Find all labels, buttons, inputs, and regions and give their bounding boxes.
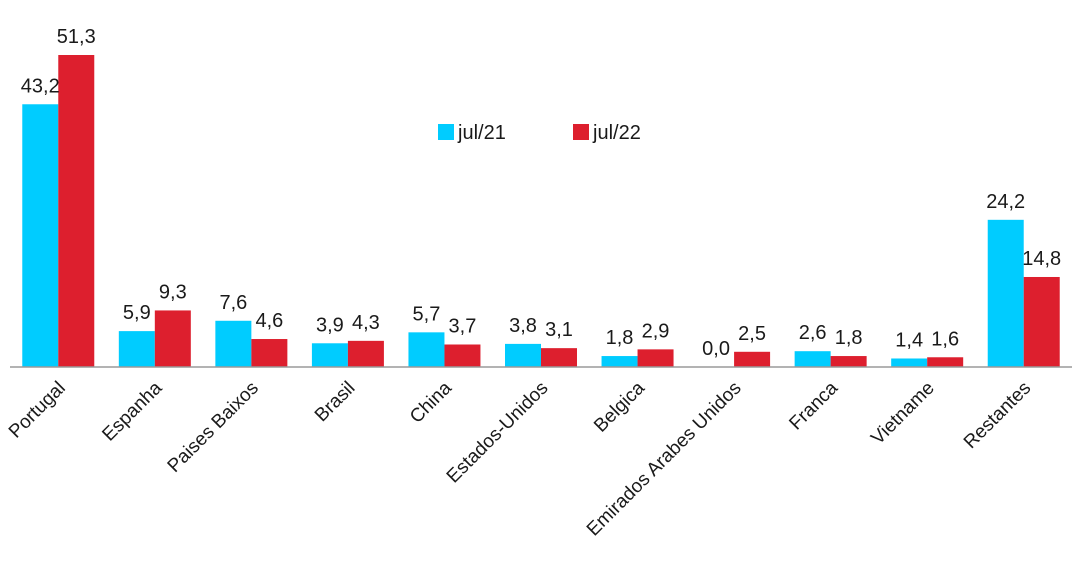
value-label-jul-22-8: 1,8 [835,327,863,349]
category-label-espanha: Espanha [98,377,166,445]
value-label-jul-22-1: 9,3 [159,281,187,303]
value-label-jul-22-7: 2,5 [738,323,766,345]
value-label-jul-21-6: 1,8 [606,327,634,349]
category-label-brasil: Brasil [311,378,359,426]
bar-jul-22-brasil [347,340,384,367]
value-label-jul-21-0: 43,2 [21,75,60,97]
value-label-jul-21-4: 5,7 [413,303,441,325]
value-label-jul-22-0: 51,3 [57,26,96,48]
category-label-portugal: Portugal [5,378,70,443]
value-label-jul-21-1: 5,9 [123,302,151,324]
value-label-jul-22-2: 4,6 [255,310,283,332]
bar-jul-22-portugal [58,55,95,367]
bar-jul-21-paises-baixos [215,320,252,367]
category-label-franca: Franca [786,377,843,434]
bar-jul-22-restantes [1023,276,1060,367]
bar-jul-22-paises-baixos [251,339,288,367]
bar-jul-21-estados-unidos [505,343,541,367]
bar-jul-21-franca [794,351,831,367]
value-label-jul-21-3: 3,9 [316,314,344,336]
bar-jul-22-vietname [927,357,964,367]
category-label-paises-baixos: Paises Baixos [164,378,263,477]
bar-jul-21-vietname [891,358,928,367]
value-label-jul-21-2: 7,6 [219,292,247,314]
value-label-jul-22-4: 3,7 [449,315,477,337]
legend-swatch-1 [573,124,589,140]
bar-jul-21-espanha [118,331,155,367]
bar-jul-22-china [444,344,481,367]
legend-label-1: jul/22 [592,122,641,144]
value-label-jul-21-10: 24,2 [986,191,1025,213]
value-label-jul-22-10: 14,8 [1022,248,1061,270]
category-label-china: China [406,377,456,427]
bar-jul-21-restantes [987,219,1024,367]
legend-label-0: jul/21 [457,122,506,144]
category-label-emirados-arabes-unidos: Emirados Arabes Unidos [583,378,746,541]
legend: jul/21 jul/22 [438,122,641,144]
value-label-jul-22-5: 3,1 [545,319,573,341]
value-label-jul-21-9: 1,4 [895,329,923,351]
bar-jul-21-brasil [311,343,348,367]
value-label-jul-21-5: 3,8 [509,315,537,337]
bar-jul-22-belgica [637,349,674,367]
category-label-estados-unidos: Estados-Unidos [443,378,553,488]
category-label-belgica: Belgica [590,377,649,436]
bar-jul-22-franca [830,356,867,367]
bar-jul-21-china [408,332,445,367]
value-label-jul-22-3: 4,3 [352,312,380,334]
legend-swatch-0 [438,124,454,140]
value-label-jul-22-9: 1,6 [931,328,959,350]
value-label-jul-22-6: 2,9 [642,320,670,342]
bar-jul-21-belgica [601,356,638,367]
value-label-jul-21-7: 0,0 [702,338,730,360]
bar-jul-22-estados-unidos [541,348,577,367]
bar-jul-22-espanha [154,310,191,367]
bars-layer [22,55,1060,368]
category-label-restantes: Restantes [960,378,1035,453]
category-label-vietname: Vietname [867,378,938,449]
bar-jul-21-portugal [22,104,59,368]
value-label-jul-21-8: 2,6 [799,322,827,344]
bar-jul-22-emirados-arabes-unidos [734,351,771,367]
value-labels-layer: 43,2 51,3 5,9 9,3 7,6 4,6 3,9 4,3 5,7 3,7 3,8 3,1 1,… [21,26,1061,360]
